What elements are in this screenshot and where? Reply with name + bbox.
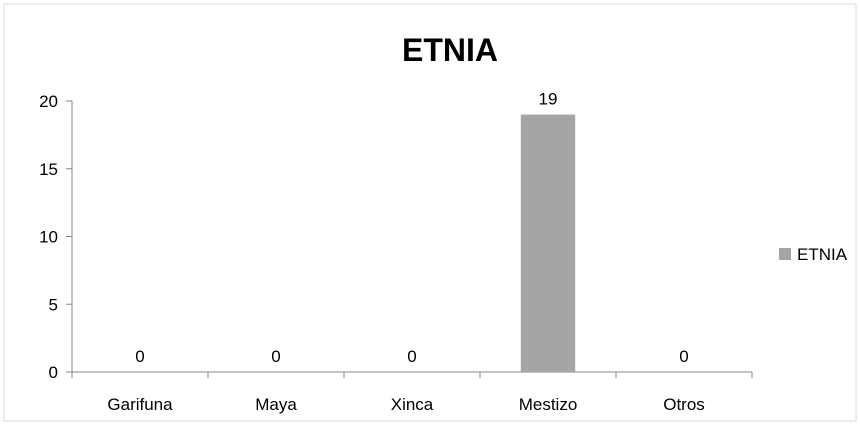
x-tick-label: Otros: [663, 395, 705, 414]
x-tick-label: Maya: [255, 395, 297, 414]
legend: ETNIA: [779, 245, 848, 264]
axes: 0 5 10 15 20 Garifuna Maya Xinca Mestizo Otros: [39, 92, 753, 414]
y-tick-label: 15: [39, 160, 58, 179]
legend-label: ETNIA: [797, 245, 848, 264]
data-label: 0: [679, 347, 688, 366]
bar-mestizo: [520, 114, 576, 373]
legend-swatch: [779, 248, 791, 260]
data-label: 0: [135, 347, 144, 366]
y-tick-label: 10: [39, 228, 58, 247]
data-label: 19: [539, 90, 558, 109]
y-tick-label: 20: [39, 92, 58, 111]
x-tick-label: Xinca: [391, 395, 434, 414]
x-tick-label: Mestizo: [519, 395, 578, 414]
chart-border: [3, 3, 857, 422]
data-label: 0: [407, 347, 416, 366]
y-tick-label: 5: [49, 295, 58, 314]
y-tick-label: 0: [49, 363, 58, 382]
data-label: 0: [271, 347, 280, 366]
bars: 0 0 0 19 0: [135, 90, 689, 373]
x-tick-label: Garifuna: [107, 395, 173, 414]
chart-title: ETNIA: [402, 32, 498, 68]
